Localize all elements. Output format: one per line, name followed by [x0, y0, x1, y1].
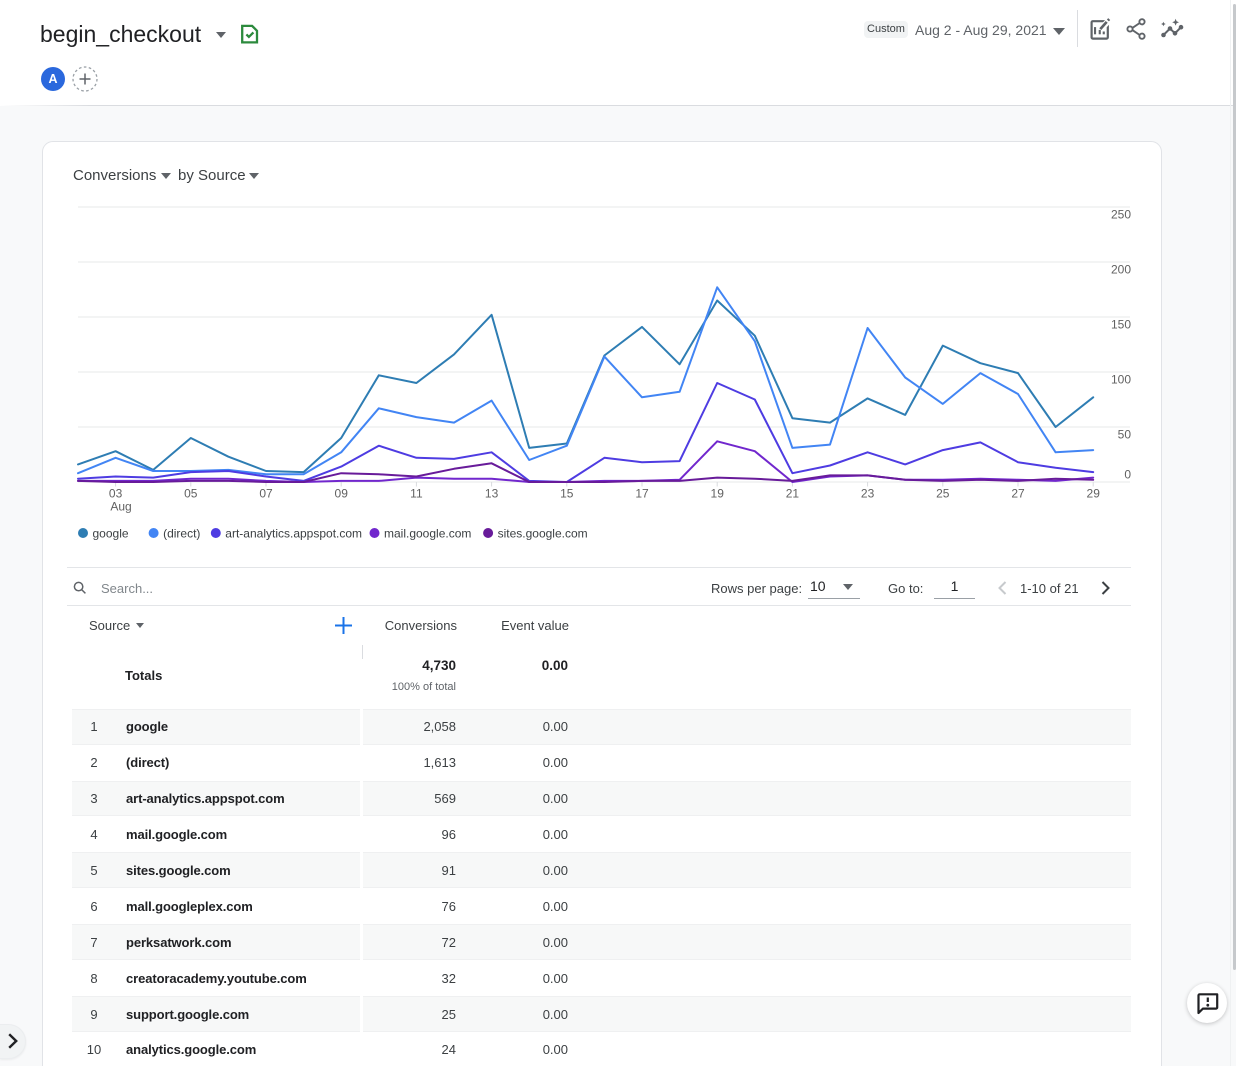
svg-text:150: 150 [1111, 317, 1131, 331]
svg-text:0: 0 [1124, 467, 1131, 481]
svg-text:200: 200 [1111, 262, 1131, 276]
svg-text:19: 19 [711, 487, 725, 501]
svg-text:Aug: Aug [110, 500, 131, 514]
svg-text:25: 25 [936, 487, 950, 501]
svg-text:03: 03 [109, 487, 123, 501]
svg-text:21: 21 [786, 487, 800, 501]
svg-text:23: 23 [861, 487, 875, 501]
svg-text:29: 29 [1087, 487, 1101, 501]
svg-text:13: 13 [485, 487, 499, 501]
svg-text:07: 07 [259, 487, 273, 501]
svg-text:sites.google.com: sites.google.com [498, 526, 588, 540]
svg-text:17: 17 [635, 487, 649, 501]
svg-text:09: 09 [335, 487, 349, 501]
svg-text:art-analytics.appspot.com: art-analytics.appspot.com [225, 526, 362, 540]
svg-text:11: 11 [410, 487, 423, 501]
svg-text:50: 50 [1118, 427, 1132, 441]
svg-text:27: 27 [1011, 487, 1025, 501]
svg-text:google: google [93, 526, 129, 540]
svg-text:mail.google.com: mail.google.com [384, 526, 471, 540]
svg-text:15: 15 [560, 487, 574, 501]
svg-text:(direct): (direct) [163, 526, 200, 540]
svg-text:100: 100 [1111, 372, 1131, 386]
svg-text:250: 250 [1111, 207, 1131, 221]
svg-text:05: 05 [184, 487, 198, 501]
